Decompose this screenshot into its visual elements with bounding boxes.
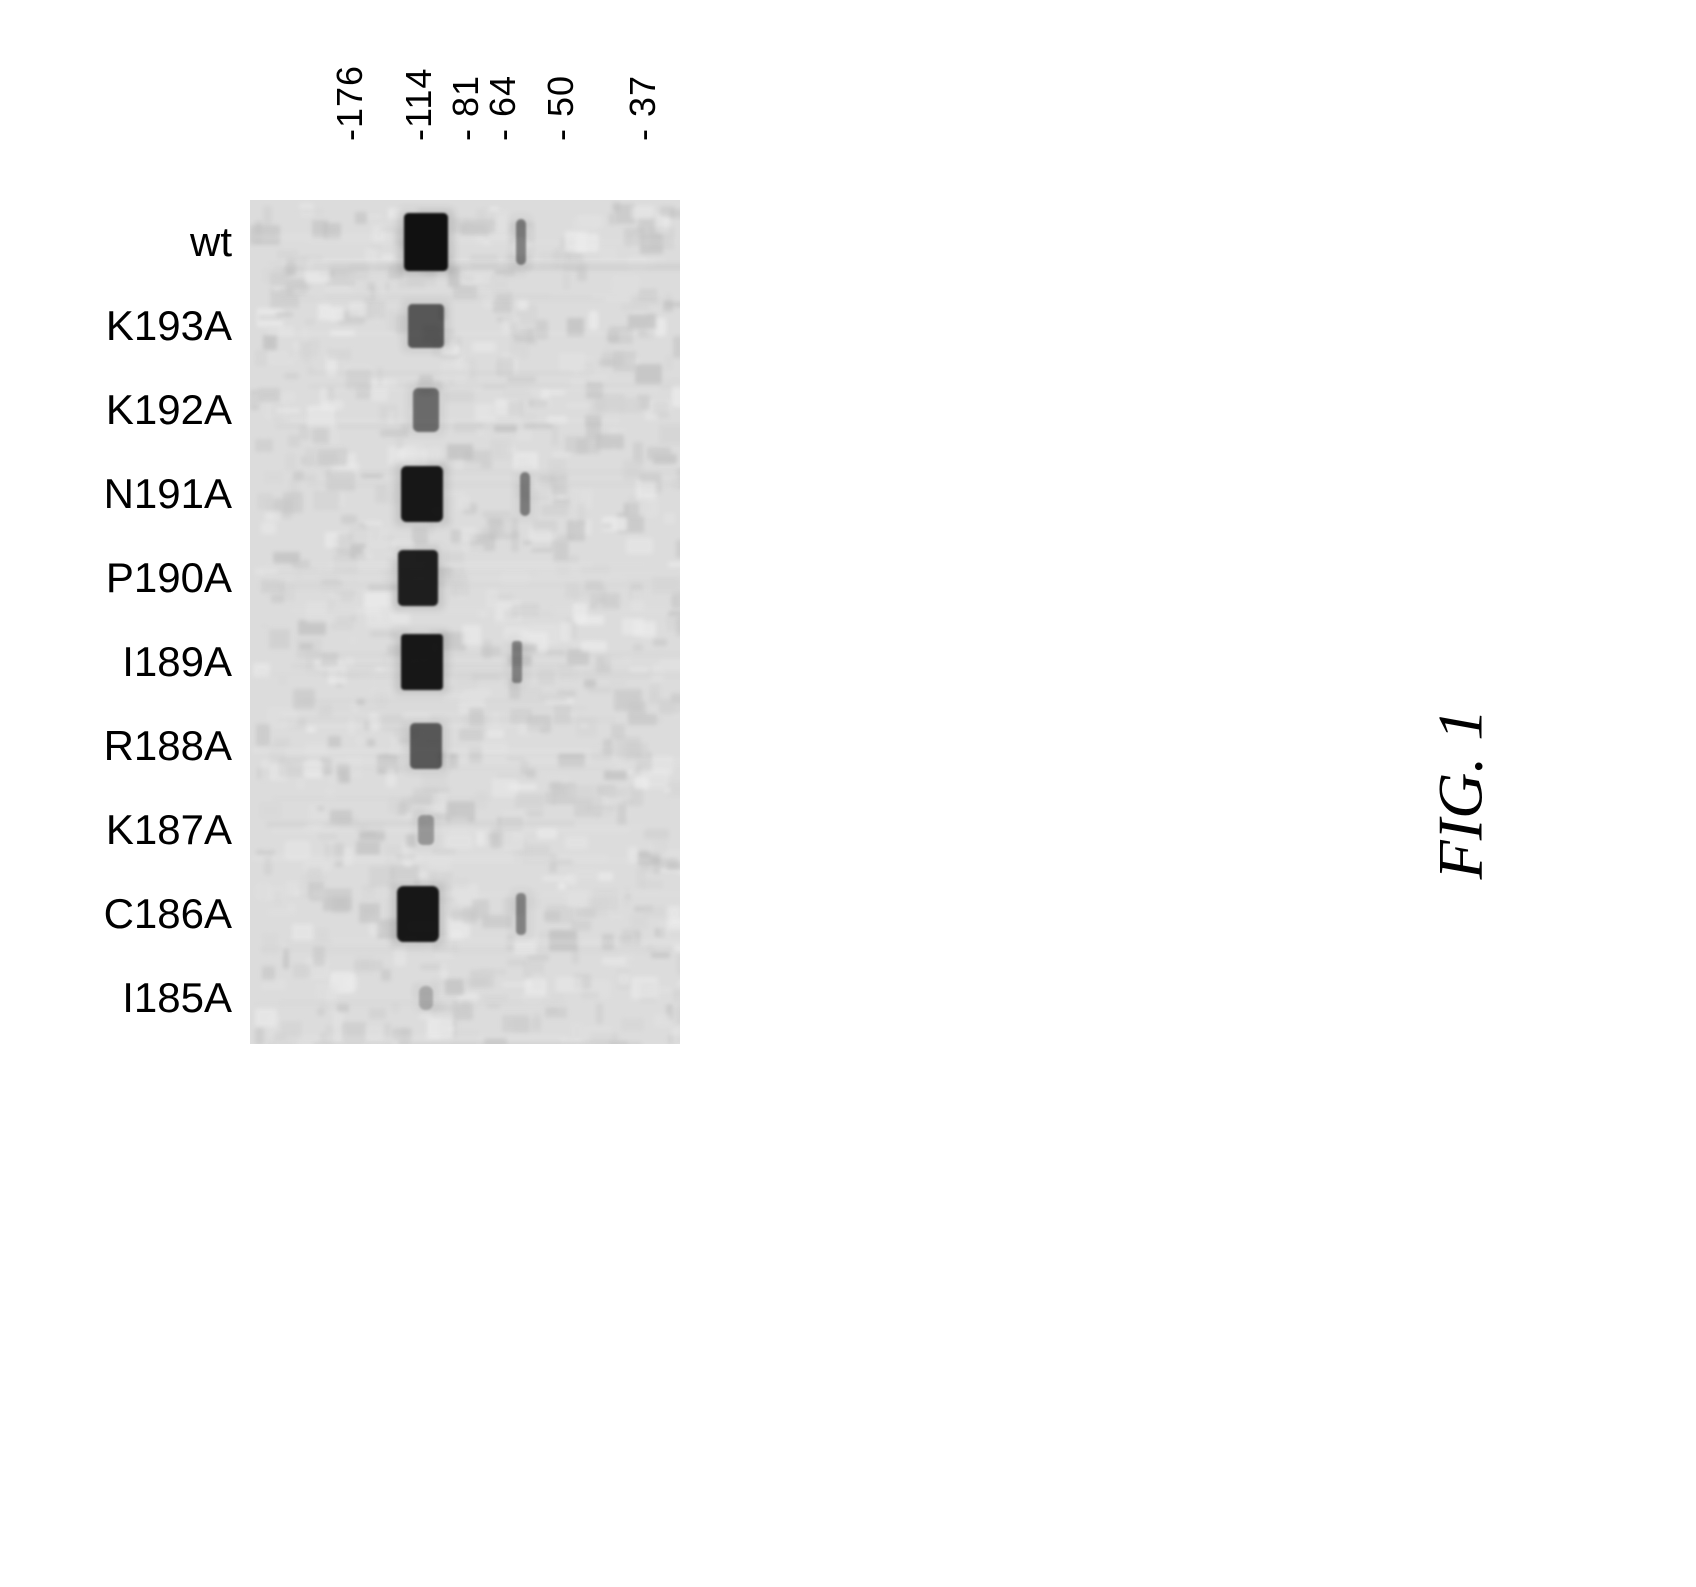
- lane-labels: wtK193AK192AN191AP190AI189AR188AK187AC18…: [60, 200, 250, 1040]
- lane-label: K187A: [60, 788, 250, 872]
- lane-label: I185A: [60, 956, 250, 1040]
- figure-caption: FIG. 1: [1424, 708, 1498, 879]
- mw-marker-label: - 37: [622, 81, 664, 141]
- lane-label: K192A: [60, 368, 250, 452]
- lane-label: P190A: [60, 536, 250, 620]
- mw-marker-label: -114: [398, 81, 440, 141]
- figure-1: -176 -114- 81- 64 - 50 - 37 wtK193AK192AN19…: [0, 0, 1696, 1587]
- mw-marker-label: - 64: [482, 81, 524, 141]
- gel-diagram: -176 -114- 81- 64 - 50 - 37 wtK193AK192AN19…: [60, 40, 960, 1044]
- lane-label: K193A: [60, 284, 250, 368]
- gel-image: [250, 200, 680, 1044]
- mw-marker-row: -176 -114- 81- 64 - 50 - 37: [290, 40, 960, 180]
- lane-label: R188A: [60, 704, 250, 788]
- lane-label: C186A: [60, 872, 250, 956]
- mw-marker-label: -176: [329, 81, 371, 141]
- mw-marker-label: - 50: [540, 81, 582, 141]
- lane-label: wt: [60, 200, 250, 284]
- gel-area: wtK193AK192AN191AP190AI189AR188AK187AC18…: [60, 200, 960, 1044]
- lane-label: N191A: [60, 452, 250, 536]
- mw-marker-label: - 81: [445, 81, 487, 141]
- lane-label: I189A: [60, 620, 250, 704]
